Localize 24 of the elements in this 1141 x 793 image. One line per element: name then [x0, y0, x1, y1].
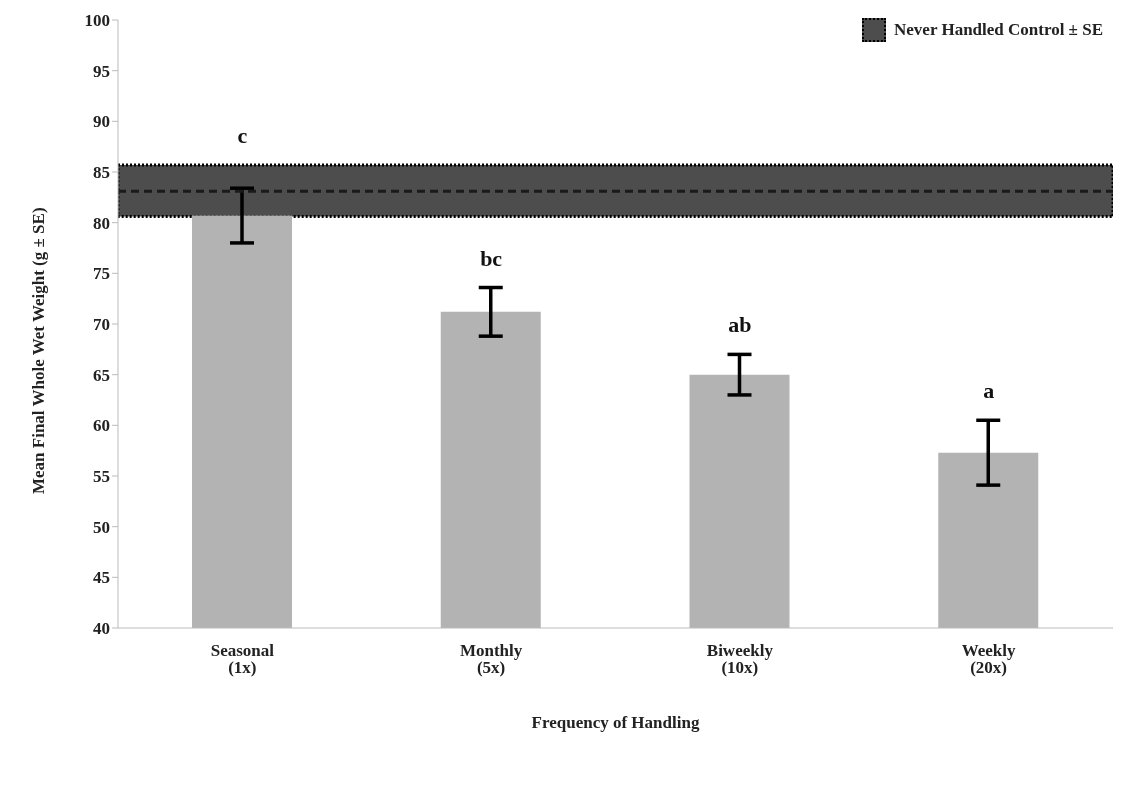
annotation: ab [728, 312, 752, 338]
y-tick-label: 75 [93, 264, 110, 284]
y-tick-label: 60 [93, 416, 110, 436]
annotation: bc [480, 245, 503, 271]
annotation: c [237, 122, 248, 148]
y-tick-label: 70 [93, 315, 110, 335]
x-axis-title: Frequency of Handling [531, 713, 700, 732]
y-tick-label: 85 [93, 163, 110, 183]
x-tick-label: Monthly (5x) [459, 641, 523, 678]
annotation: a [983, 378, 995, 404]
x-tick-label: Weekly (20x) [961, 641, 1017, 678]
y-tick-label: 40 [93, 619, 110, 639]
y-tick-label: 45 [93, 568, 110, 588]
y-tick-label: 80 [93, 213, 110, 233]
y-axis-title: Mean Final Whole Wet Weight (g ± SE) [29, 207, 49, 494]
x-tick-label: Seasonal (1x) [210, 641, 275, 678]
y-tick-label: 65 [93, 365, 110, 385]
legend-label: Never Handled Control ± SE [894, 20, 1103, 40]
y-tick-label: 55 [93, 467, 110, 487]
y-tick-label: 50 [93, 517, 110, 537]
y-tick-label: 90 [93, 112, 110, 132]
x-tick-label: Biweekly (10x) [706, 641, 774, 678]
y-tick-label: 95 [93, 61, 110, 81]
y-tick-label: 100 [84, 11, 110, 31]
